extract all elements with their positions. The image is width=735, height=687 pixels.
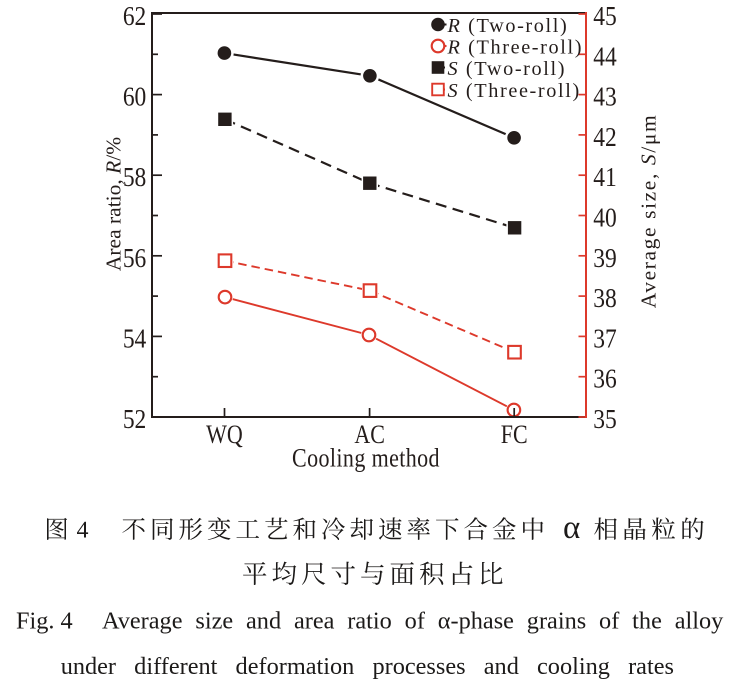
- svg-text:52: 52: [123, 403, 146, 434]
- svg-text:S (Three-roll): S (Three-roll): [448, 80, 581, 102]
- svg-text:R (Two-roll): R (Two-roll): [447, 15, 569, 37]
- svg-text:Average size, S/μm: Average size, S/μm: [637, 114, 661, 309]
- svg-text:under different deformation pr: under different deformation processes an…: [61, 653, 674, 680]
- svg-text:Fig. 4: Fig. 4: [16, 608, 73, 635]
- svg-text:35: 35: [593, 403, 616, 434]
- svg-text:54: 54: [123, 323, 147, 354]
- svg-text:60: 60: [123, 81, 146, 112]
- svg-text:62: 62: [123, 0, 146, 31]
- svg-text:45: 45: [593, 0, 616, 31]
- svg-text:S (Two-roll): S (Two-roll): [448, 58, 567, 80]
- svg-text:38: 38: [593, 282, 616, 313]
- svg-text:WQ: WQ: [206, 421, 243, 449]
- svg-text:R (Three-roll): R (Three-roll): [447, 37, 584, 59]
- svg-text:39: 39: [593, 242, 616, 273]
- svg-text:Area ratio, R/%: Area ratio, R/%: [102, 137, 126, 271]
- svg-text:37: 37: [593, 323, 617, 354]
- svg-text:Average size and area ratio of: Average size and area ratio of α-phase g…: [102, 608, 724, 635]
- svg-text:FC: FC: [501, 421, 528, 449]
- svg-text:41: 41: [593, 161, 616, 192]
- svg-text:44: 44: [593, 40, 617, 71]
- svg-text:40: 40: [593, 202, 616, 233]
- svg-text:56: 56: [123, 242, 147, 273]
- svg-text:43: 43: [593, 81, 616, 112]
- svg-text:42: 42: [593, 121, 616, 152]
- svg-text:58: 58: [123, 161, 146, 192]
- svg-text:AC: AC: [354, 421, 385, 449]
- svg-text:Cooling method: Cooling method: [292, 445, 440, 473]
- svg-text:36: 36: [593, 363, 617, 394]
